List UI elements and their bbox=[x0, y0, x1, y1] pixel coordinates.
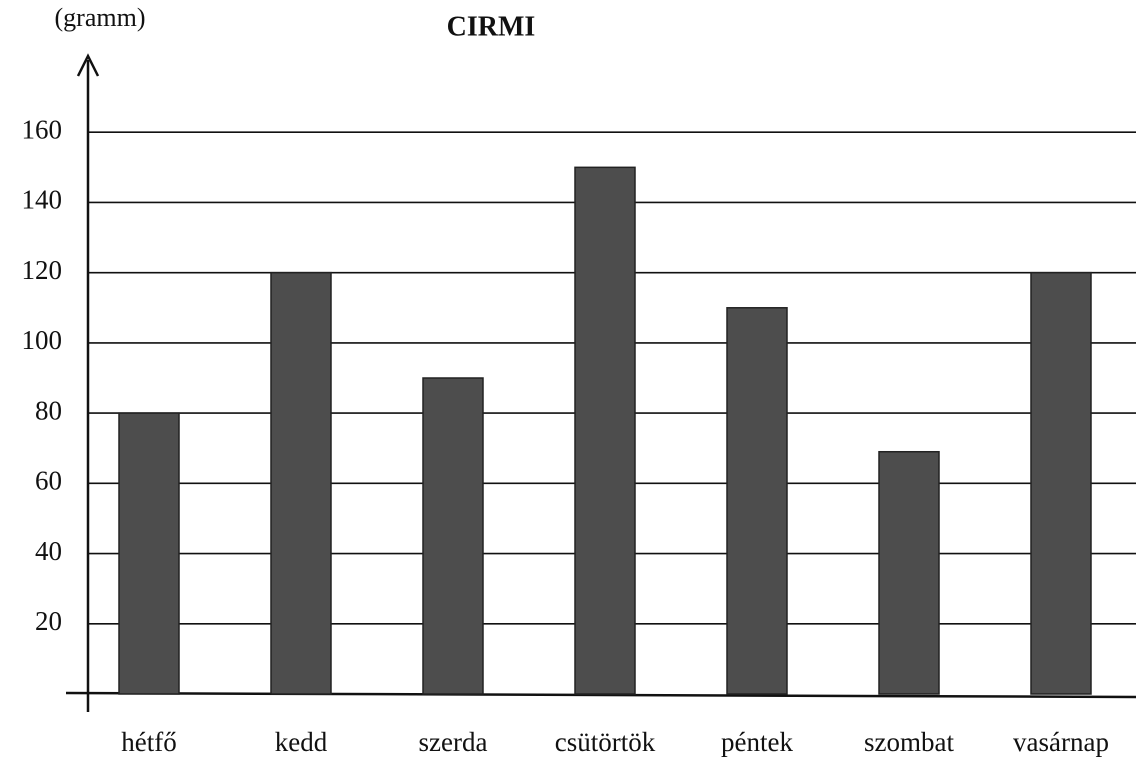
y-tick-label: 140 bbox=[22, 185, 63, 215]
x-tick-label: vasárnap bbox=[1013, 727, 1109, 757]
y-tick-label: 80 bbox=[35, 395, 62, 425]
x-tick-label: szerda bbox=[419, 727, 488, 757]
y-tick-label: 120 bbox=[22, 255, 63, 285]
x-tick-label: kedd bbox=[275, 727, 328, 757]
y-tick-label: 160 bbox=[22, 114, 63, 144]
y-tick-label: 60 bbox=[35, 466, 62, 496]
bar bbox=[118, 412, 180, 695]
x-tick-label: csütörtök bbox=[555, 727, 656, 757]
bar bbox=[422, 377, 484, 695]
bar bbox=[270, 271, 332, 695]
y-tick-label: 20 bbox=[35, 606, 62, 636]
x-tick-label: péntek bbox=[721, 727, 793, 757]
x-axis bbox=[65, 691, 1136, 699]
bar bbox=[1030, 271, 1092, 695]
bar bbox=[574, 166, 636, 695]
chart-title: CIRMI bbox=[447, 11, 536, 42]
y-tick-label: 100 bbox=[22, 325, 63, 355]
axis-arrow bbox=[76, 53, 100, 77]
bar bbox=[726, 307, 788, 695]
y-axis-label: (gramm) bbox=[55, 3, 146, 32]
bar bbox=[878, 450, 940, 695]
x-tick-label: hétfő bbox=[121, 727, 176, 757]
x-tick-label: szombat bbox=[864, 727, 954, 757]
y-tick-label: 40 bbox=[35, 536, 62, 566]
